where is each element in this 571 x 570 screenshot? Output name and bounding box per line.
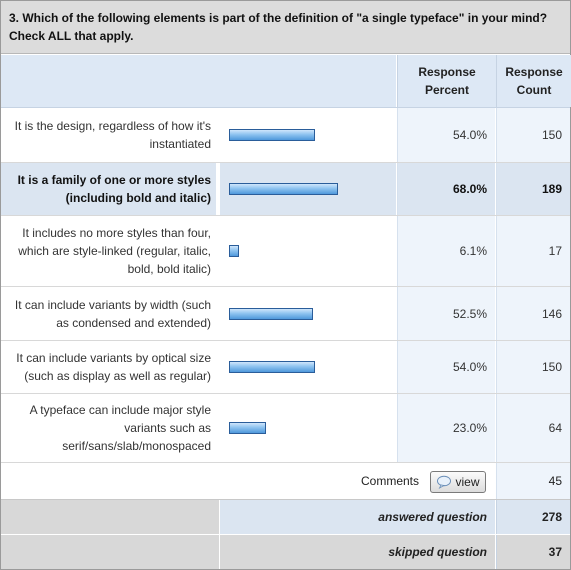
answer-row: It can include variants by width (such a… — [1, 287, 570, 341]
comments-count: 45 — [496, 463, 570, 499]
response-percent: 68.0% — [397, 163, 495, 215]
answered-question-count: 278 — [496, 500, 570, 534]
response-count: 150 — [496, 341, 570, 393]
answer-row: It includes no more styles than four, wh… — [1, 216, 570, 287]
response-percent: 54.0% — [397, 108, 495, 162]
view-comments-button[interactable]: view — [430, 471, 486, 493]
skipped-question-row: skipped question 37 — [1, 535, 570, 569]
bar-cell — [220, 394, 396, 462]
response-percent: 23.0% — [397, 394, 495, 462]
bar-cell — [220, 108, 396, 162]
bar-cell — [220, 287, 396, 340]
answered-question-label: answered question — [220, 500, 495, 534]
skipped-question-count: 37 — [496, 535, 570, 569]
response-count: 189 — [496, 163, 570, 215]
header-response-count: Response Count — [496, 55, 571, 107]
header-blank-cell — [1, 55, 396, 107]
header-response-percent: Response Percent — [397, 55, 496, 107]
response-count: 64 — [496, 394, 570, 462]
summary-blank — [1, 535, 219, 569]
header-response-count-label: Response Count — [505, 65, 563, 97]
response-percent: 6.1% — [397, 216, 495, 286]
answer-row: It is a family of one or more styles (in… — [1, 163, 570, 216]
answered-question-row: answered question 278 — [1, 500, 570, 534]
question-title: 3. Which of the following elements is pa… — [1, 1, 570, 54]
bar-cell — [220, 163, 396, 215]
bar-cell — [220, 341, 396, 393]
response-bar — [229, 183, 338, 195]
answer-label: A typeface can include major style varia… — [29, 403, 211, 453]
response-bar — [229, 361, 315, 373]
response-percent: 54.0% — [397, 341, 495, 393]
summary-blank — [1, 500, 219, 534]
speech-bubble-icon — [437, 475, 452, 489]
answer-label: It is a family of one or more styles (in… — [1, 163, 216, 215]
bar-cell — [220, 216, 396, 286]
header-response-percent-label: Response Percent — [418, 65, 476, 97]
response-bar — [229, 307, 313, 320]
response-bar — [229, 129, 315, 141]
table-header: Response Percent Response Count — [1, 55, 571, 108]
comments-row: Comments view 45 — [1, 463, 570, 500]
answer-row: A typeface can include major style varia… — [1, 394, 570, 463]
comments-label: Comments — [360, 474, 419, 488]
response-bar — [229, 245, 239, 257]
response-count: 146 — [496, 287, 570, 340]
response-count: 150 — [496, 108, 570, 162]
response-count: 17 — [496, 216, 570, 286]
answer-row: It is the design, regardless of how it's… — [1, 108, 570, 163]
answer-label: It can include variants by optical size … — [16, 351, 211, 383]
skipped-question-label: skipped question — [220, 535, 495, 569]
answer-row: It can include variants by optical size … — [1, 341, 570, 394]
response-bar — [229, 422, 266, 434]
view-button-label: view — [455, 475, 480, 489]
answer-label: It can include variants by width (such a… — [14, 297, 211, 330]
answer-label: It includes no more styles than four, wh… — [18, 226, 211, 276]
response-percent: 52.5% — [397, 287, 495, 340]
answer-label: It is the design, regardless of how it's… — [14, 119, 211, 151]
